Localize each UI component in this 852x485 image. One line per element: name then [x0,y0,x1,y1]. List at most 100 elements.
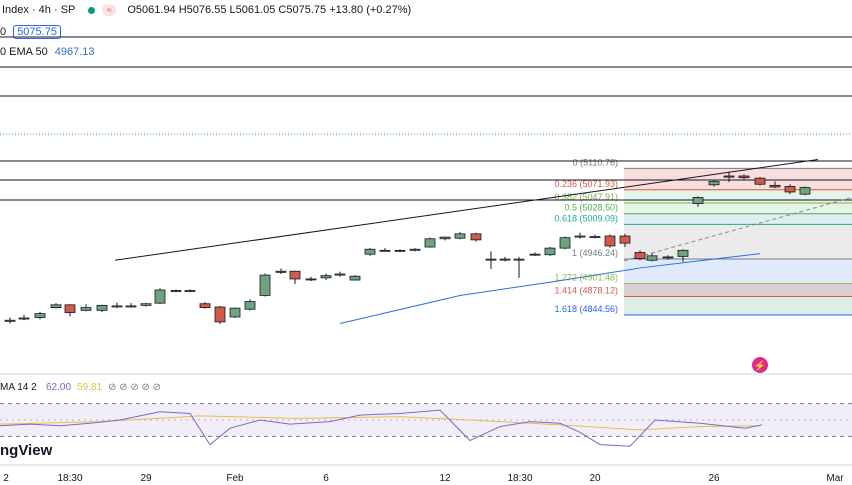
rsi-settings-icons: ⊘ ⊘ ⊘ ⊘ ⊘ [108,382,161,393]
price-row: 0 5075.75 [0,25,61,39]
x-tick-label: 12 [439,473,451,484]
candle [34,313,46,318]
candle [662,256,674,259]
candle [559,237,571,249]
ema-50-line [339,253,761,325]
candle [320,275,332,279]
candle [379,249,391,252]
candle [646,255,658,261]
candle [619,235,631,244]
fib-label-0.618: 0.618 (5009.09) [554,213,618,223]
candle [499,258,511,261]
candle [140,303,152,306]
candle [470,233,482,241]
candle [424,238,436,248]
wave-icon[interactable]: ≈ [102,4,117,17]
candle [64,304,76,313]
candle [604,235,616,247]
fib-label-0.382: 0.382 (5047.91) [554,192,618,202]
alert-icon [752,357,768,373]
candle [229,307,241,318]
fib-zone-0.5 [624,203,852,214]
candle [394,249,406,252]
candle [154,289,166,304]
ema-legend[interactable]: 0 EMA 50 4967.13 [0,46,95,58]
rsi-ma-value: 59.81 [77,382,102,393]
alert-icon-glyph: ⚡ [754,359,766,372]
fib-zone-1 [624,224,852,259]
candle [738,175,750,179]
symbol-title[interactable]: Index · 4h · SP [2,4,76,16]
candle [634,252,646,259]
x-tick-label: 18:30 [507,473,532,484]
candle [50,304,62,308]
fib-label-1.414: 1.414 (4878.12) [554,286,618,296]
ohlc-values: O5061.94 H5076.55 L5061.05 C5075.75 +13.… [127,4,412,16]
rsi-label: MA 14 2 [0,382,37,393]
fib-zone-1.272 [624,259,852,284]
candle [80,307,92,311]
candle [692,197,704,204]
candle [289,270,301,280]
ema-label: 0 EMA 50 [0,46,48,58]
rsi-line [0,409,763,447]
tradingview-logo: ngView [0,442,53,459]
candle [454,233,466,239]
candle [529,253,541,256]
candle [754,177,766,185]
candle [125,305,137,308]
candle [214,306,226,323]
fib-zone-1.618 [624,296,852,315]
trendline [114,158,819,261]
candle [244,301,256,310]
candle [4,319,16,322]
fib-zone-0.382 [624,189,852,204]
candle [574,235,586,238]
candle [275,270,287,273]
candle [349,275,361,281]
candle [111,305,123,308]
fib-label-0.5: 0.5 (5028.50) [564,203,618,213]
x-tick-label: 2 [3,473,9,484]
fib-label-0: 0 (5110.76) [573,157,618,167]
ema-value: 4967.13 [54,46,95,58]
rsi-value: 62.00 [46,382,71,393]
candle [723,175,735,178]
x-tick-label: 26 [708,473,720,484]
x-tick-label: Mar [826,473,844,484]
candle [485,258,497,261]
candle [677,249,689,257]
chart-header: Index · 4h · SP ≈ O5061.94 H5076.55 L506… [2,4,412,17]
price-prefix: 0 [0,26,7,38]
candle [364,248,376,255]
candle [259,274,271,296]
candle [589,236,601,238]
price-box[interactable]: 5075.75 [13,25,61,39]
candle [708,181,720,186]
candle [769,184,781,188]
candle [409,248,421,251]
x-tick-label: Feb [226,473,244,484]
candle [439,236,451,240]
candle [184,290,196,292]
fib-zone-0.236 [624,168,852,190]
candle [334,273,346,276]
projection-line [623,196,852,262]
candle [513,258,525,261]
fib-label-1.618: 1.618 (4844.56) [554,304,618,314]
candle [305,278,317,281]
candle [18,317,30,320]
candle [784,186,796,193]
fib-zone-1.414 [624,283,852,297]
fib-label-1.272: 1.272 (4901.48) [554,273,618,283]
x-tick-label: 6 [323,473,329,484]
rsi-ma-line [0,415,761,431]
status-dot-icon [88,6,96,14]
candle [199,303,211,308]
x-tick-label: 18:30 [57,473,82,484]
candle [170,290,182,292]
fib-label-0.236: 0.236 (5071.93) [554,179,618,189]
fib-zone-0.618 [624,213,852,225]
candle [544,247,556,256]
